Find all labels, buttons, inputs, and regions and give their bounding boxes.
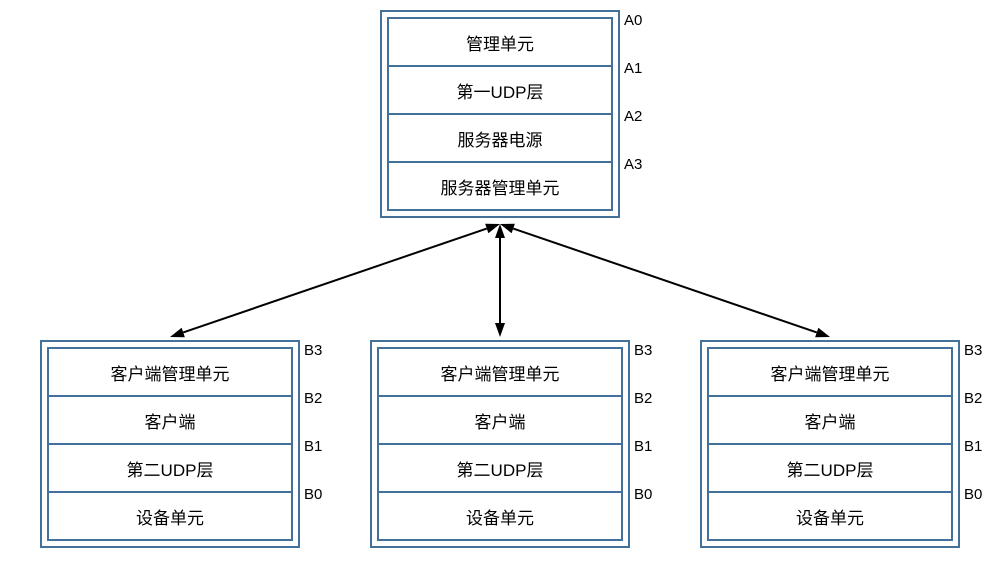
client-1-row-text: 客户端管理单元	[441, 360, 560, 385]
server-row: 服务器电源	[387, 113, 613, 163]
client-2-row-text: 设备单元	[796, 504, 864, 529]
client-2-row-tag: B3	[964, 343, 982, 358]
client-0-row: 客户端	[47, 395, 293, 445]
client-0-row: 客户端管理单元	[47, 347, 293, 397]
server-row: 第一UDP层	[387, 65, 613, 115]
client-0-row-tag: B0	[304, 487, 322, 502]
client-0-row-tag: B1	[304, 439, 322, 454]
client-1-row-text: 设备单元	[466, 504, 534, 529]
server-row-tag: A3	[624, 157, 642, 172]
client-0-stack: 客户端管理单元客户端第二UDP层设备单元	[40, 340, 300, 548]
client-2-row: 客户端	[707, 395, 953, 445]
client-1-row-tag: B2	[634, 391, 652, 406]
client-0-row: 第二UDP层	[47, 443, 293, 493]
client-2-row-tag: B1	[964, 439, 982, 454]
client-2-row-text: 客户端管理单元	[771, 360, 890, 385]
server-stack: 管理单元第一UDP层服务器电源服务器管理单元	[380, 10, 620, 218]
server-row-tag: A0	[624, 13, 642, 28]
client-0-row-tag: B3	[304, 343, 322, 358]
server-row-text: 服务器电源	[458, 126, 543, 151]
server-row-text: 管理单元	[466, 30, 534, 55]
client-1-row: 第二UDP层	[377, 443, 623, 493]
client-1-row: 客户端	[377, 395, 623, 445]
client-1-row-tag: B0	[634, 487, 652, 502]
server-row-text: 第一UDP层	[457, 78, 544, 103]
client-0-row-text: 设备单元	[136, 504, 204, 529]
client-0-row-text: 客户端	[145, 408, 196, 433]
client-1-row-text: 客户端	[475, 408, 526, 433]
client-2-row-text: 第二UDP层	[787, 456, 874, 481]
client-2-row: 第二UDP层	[707, 443, 953, 493]
server-row-tag: A1	[624, 61, 642, 76]
client-1-row-tag: B3	[634, 343, 652, 358]
client-0-row-text: 客户端管理单元	[111, 360, 230, 385]
client-0-row-tag: B2	[304, 391, 322, 406]
server-row: 服务器管理单元	[387, 161, 613, 211]
client-1-row-text: 第二UDP层	[457, 456, 544, 481]
client-2-row-text: 客户端	[805, 408, 856, 433]
client-0-row: 设备单元	[47, 491, 293, 541]
client-1-stack: 客户端管理单元客户端第二UDP层设备单元	[370, 340, 630, 548]
client-2-row: 设备单元	[707, 491, 953, 541]
client-2-stack: 客户端管理单元客户端第二UDP层设备单元	[700, 340, 960, 548]
server-row-tag: A2	[624, 109, 642, 124]
client-1-row: 客户端管理单元	[377, 347, 623, 397]
client-2-row-tag: B0	[964, 487, 982, 502]
server-row: 管理单元	[387, 17, 613, 67]
client-1-row-tag: B1	[634, 439, 652, 454]
server-row-text: 服务器管理单元	[441, 174, 560, 199]
client-1-row: 设备单元	[377, 491, 623, 541]
client-0-row-text: 第二UDP层	[127, 456, 214, 481]
client-2-row: 客户端管理单元	[707, 347, 953, 397]
client-2-row-tag: B2	[964, 391, 982, 406]
